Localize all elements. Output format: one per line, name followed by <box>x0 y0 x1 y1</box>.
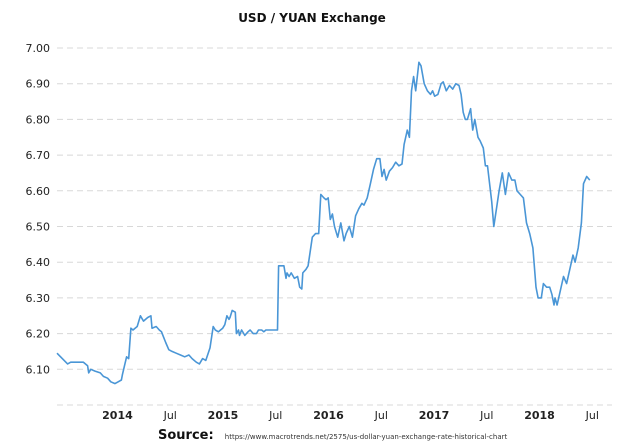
y-tick-label: 6.30 <box>26 292 51 305</box>
y-tick-label: 6.50 <box>26 221 51 234</box>
x-tick-label: Jul <box>585 409 599 422</box>
y-tick-label: 6.40 <box>26 256 51 269</box>
x-tick-label: 2017 <box>419 409 450 422</box>
x-tick-label: 2016 <box>313 409 344 422</box>
x-tick-label: 2014 <box>102 409 133 422</box>
source-url[interactable]: https://www.macrotrends.net/2575/us-doll… <box>224 433 508 441</box>
x-tick-label: 2018 <box>524 409 555 422</box>
y-axis: 6.10 6.20 6.30 6.40 6.50 6.60 6.70 6.80 6.90 7.00 <box>26 42 51 376</box>
source-label: Source: <box>158 428 214 443</box>
series-group <box>56 61 591 385</box>
source-note: Source: https://www.macrotrends.net/2575… <box>158 424 507 443</box>
x-tick-label: Jul <box>163 409 177 422</box>
y-tick-label: 6.80 <box>26 113 51 126</box>
chart-title: USD / YUAN Exchange <box>238 11 386 25</box>
y-tick-label: 6.70 <box>26 149 51 162</box>
x-axis: 2014 Jul 2015 Jul 2016 Jul 2017 Jul 2018 Jul <box>102 409 599 422</box>
y-tick-label: 6.90 <box>26 78 51 91</box>
series-line-usd-cny <box>56 61 591 385</box>
y-tick-label: 6.10 <box>26 363 51 376</box>
y-tick-label: 7.00 <box>26 42 51 55</box>
y-tick-label: 6.60 <box>26 185 51 198</box>
y-tick-label: 6.20 <box>26 328 51 341</box>
gridlines <box>57 47 612 406</box>
x-tick-label: Jul <box>374 409 388 422</box>
x-tick-label: Jul <box>268 409 282 422</box>
x-tick-label: Jul <box>479 409 493 422</box>
x-tick-label: 2015 <box>208 409 239 422</box>
